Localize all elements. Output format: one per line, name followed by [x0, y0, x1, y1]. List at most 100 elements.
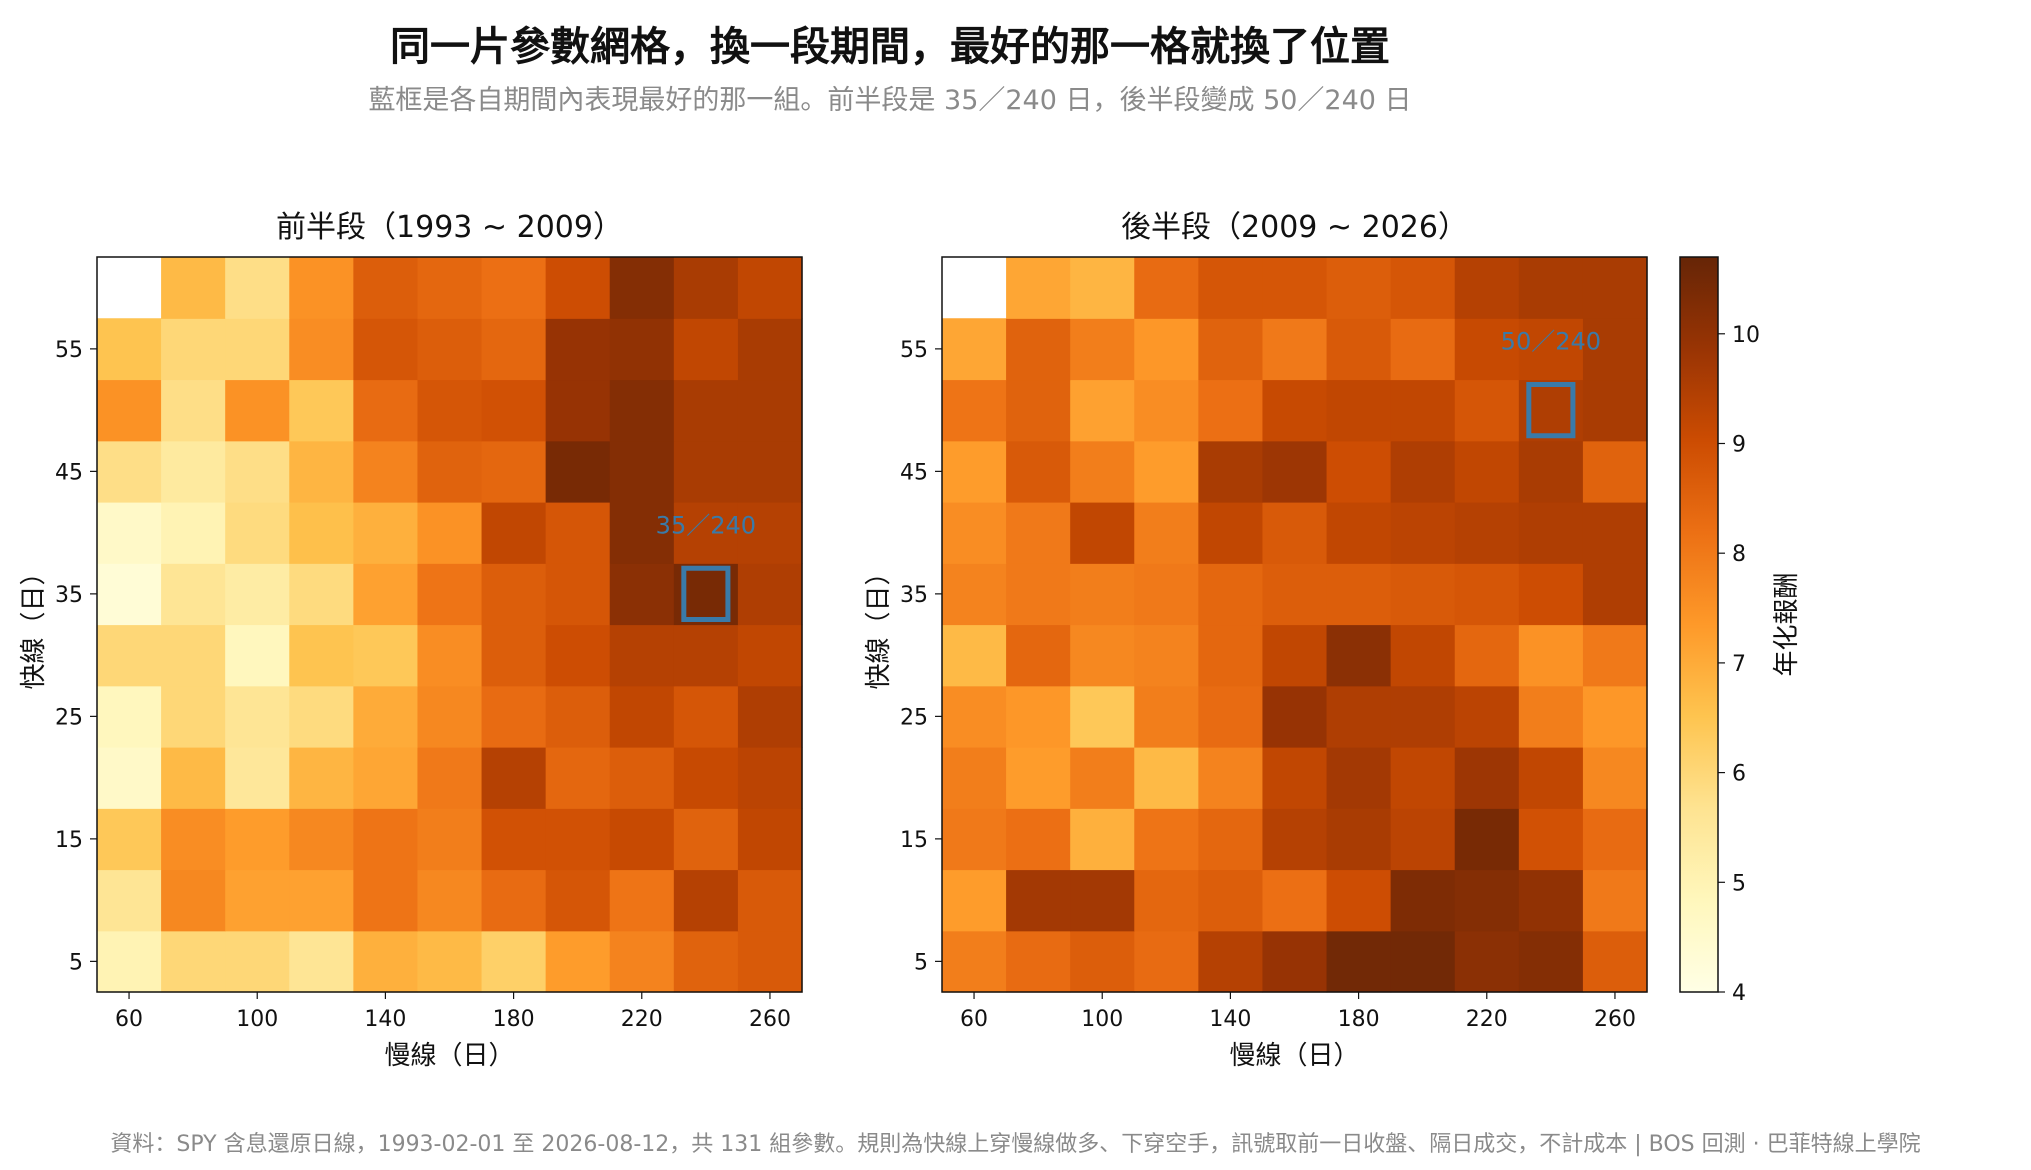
- heatmap-cell: [1326, 930, 1392, 993]
- heatmap-cell: [737, 379, 803, 442]
- plot-frame: [941, 256, 1648, 993]
- heatmap-cell: [1390, 440, 1456, 503]
- heatmap-cell: [1518, 747, 1584, 809]
- heatmap-cell: [481, 563, 547, 626]
- heatmap-cell: [673, 747, 739, 809]
- heatmap-cell: [1454, 624, 1520, 687]
- heatmap-cell: [609, 257, 675, 319]
- y-axis-label: 快線（日）: [864, 559, 894, 689]
- heatmap-cell: [289, 318, 354, 381]
- best-cell-label: 35／240: [656, 511, 756, 539]
- heatmap-cell: [161, 502, 226, 564]
- heatmap-cell: [1134, 257, 1199, 319]
- colorbar-tick-label: 7: [1732, 652, 1746, 677]
- heatmap-cell: [1006, 685, 1071, 748]
- heatmap-cell: [1070, 257, 1135, 319]
- heatmap-cell: [289, 930, 354, 993]
- heatmap-cell: [1390, 563, 1456, 626]
- y-tick-label: 15: [900, 828, 928, 853]
- heatmap-cell: [1390, 318, 1456, 381]
- heatmap-cell: [97, 502, 162, 564]
- heatmap-cell: [1134, 440, 1199, 503]
- heatmap-cell: [1198, 563, 1264, 626]
- heatmap-cell: [1518, 624, 1584, 687]
- heatmap-cell: [97, 624, 162, 687]
- heatmap-cell: [1326, 624, 1392, 687]
- heatmap-cell: [481, 869, 547, 932]
- heatmap-cell: [353, 747, 419, 809]
- heatmap-cell: [545, 624, 611, 687]
- heatmap-cell: [353, 930, 419, 993]
- heatmap-cell: [1518, 563, 1584, 626]
- colorbar-tick-label: 9: [1732, 432, 1746, 457]
- heatmap-cell: [417, 808, 483, 871]
- heatmap-cell: [942, 440, 1007, 503]
- x-axis-label: 慢線（日）: [384, 1041, 514, 1071]
- heatmap-cell: [1198, 808, 1264, 871]
- heatmap-cell: [1454, 502, 1520, 564]
- heatmap-cell: [353, 563, 419, 626]
- heatmap-cell: [1518, 808, 1584, 871]
- heatmap-cell: [225, 685, 290, 748]
- heatmap-cell: [161, 318, 226, 381]
- heatmap-cell: [225, 747, 290, 809]
- heatmap-cell: [225, 624, 290, 687]
- heatmap-cell: [1198, 379, 1264, 442]
- heatmap-cell: [1070, 318, 1135, 381]
- heatmap-cell: [1134, 808, 1199, 871]
- heatmap-cell: [1262, 563, 1328, 626]
- heatmap-cell: [1390, 502, 1456, 564]
- heatmap-cell: [161, 747, 226, 809]
- heatmap-cell: [1390, 869, 1456, 932]
- heatmap-cell: [1070, 440, 1135, 503]
- heatmap-cell: [417, 685, 483, 748]
- heatmap-cell: [225, 379, 290, 442]
- heatmap-cell: [545, 747, 611, 809]
- heatmap-cell: [1006, 257, 1071, 319]
- heatmap-cell: [609, 685, 675, 748]
- heatmap-cell: [1198, 930, 1264, 993]
- heatmap-cell: [1326, 685, 1392, 748]
- heatmap-cell: [417, 869, 483, 932]
- heatmap-cell: [97, 869, 162, 932]
- heatmap-cell: [1198, 502, 1264, 564]
- heatmap-figure: 前半段（1993 ~ 2009） 60 100 140 180 220 260 5 15 25 35…: [19, 210, 1802, 1071]
- heatmap-cell: [1582, 440, 1648, 503]
- heatmap-cell: [289, 685, 354, 748]
- heatmap-cell: [1070, 379, 1135, 442]
- heatmap-cell: [353, 440, 419, 503]
- heatmap-cell: [609, 502, 675, 564]
- y-tick-label: 5: [69, 950, 83, 975]
- heatmap-cell: [1390, 257, 1456, 319]
- heatmap-cell: [942, 685, 1007, 748]
- heatmap-cell: [1262, 869, 1328, 932]
- y-tick-label: 45: [55, 460, 83, 485]
- y-tick-label: 15: [55, 828, 83, 853]
- x-tick-label: 220: [1466, 1007, 1508, 1032]
- heatmap-cell: [673, 257, 739, 319]
- x-tick-label: 100: [1081, 1007, 1123, 1032]
- heatmap-cell: [417, 502, 483, 564]
- heatmap-cell: [481, 624, 547, 687]
- heatmap-cell: [481, 318, 547, 381]
- heatmap-cell: [1262, 747, 1328, 809]
- heatmap-cell: [225, 502, 290, 564]
- heatmap-cell: [1518, 502, 1584, 564]
- heatmap-cell: [1006, 318, 1071, 381]
- heatmap-cell: [1198, 318, 1264, 381]
- heatmap-cell: [1582, 563, 1648, 626]
- heatmap-cell: [353, 379, 419, 442]
- heatmap-cell: [1134, 379, 1199, 442]
- heatmap-cell: [1326, 379, 1392, 442]
- heatmap-cell: [225, 440, 290, 503]
- heatmap-cell: [673, 808, 739, 871]
- x-tick-label: 60: [115, 1007, 143, 1032]
- colorbar-tick-label: 4: [1732, 981, 1746, 1006]
- heatmap-cell: [609, 869, 675, 932]
- heatmap-cell: [481, 257, 547, 319]
- heatmap-cell: [1262, 502, 1328, 564]
- heatmap-cell: [942, 379, 1007, 442]
- heatmap-cell: [737, 624, 803, 687]
- heatmap-cell: [97, 747, 162, 809]
- heatmap-cell: [1582, 685, 1648, 748]
